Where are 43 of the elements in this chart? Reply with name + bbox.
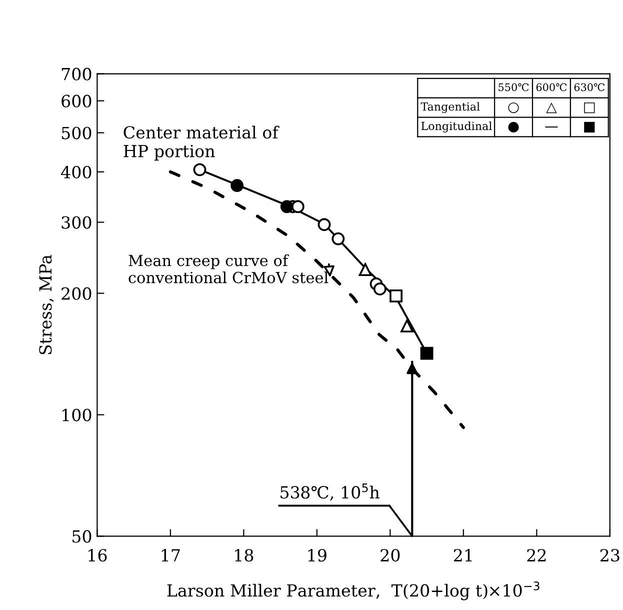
y-axis-title: Stress, MPa [39,254,54,354]
y-tick-label: 700 [62,68,92,80]
x-tick-label: 18 [235,548,254,562]
x-tick-label: 20 [380,548,400,562]
point [358,263,372,276]
x-tick-label: 16 [88,548,107,562]
point [193,163,206,176]
y-tick-label: 50 [72,530,92,543]
annotation: Mean creep curve of conventional CrMoV steel [128,254,328,284]
annotation: □ [584,102,595,114]
annotation: 630℃ [574,83,605,92]
y-tick-label: 300 [62,216,92,229]
point [373,282,386,296]
annotation: △ [546,102,557,114]
point [291,200,304,214]
y-tick-label: 500 [62,126,92,140]
annotation: 550℃ [498,83,529,92]
annotation: Center material of HP portion [124,126,280,161]
x-tick-label: 23 [600,548,620,562]
y-tick-label: 100 [62,408,92,422]
annotation: ● [508,122,519,133]
point [400,319,414,332]
point [318,218,331,232]
x-tick-label: 22 [527,548,546,562]
annotation: Longitudinal [421,122,492,132]
point [332,232,345,246]
y-tick-label: 400 [61,166,92,178]
annotation: — [545,126,558,128]
x-tick-label: 21 [454,548,472,562]
y-tick-label: 600 [62,94,92,108]
annotation: 600℃ [536,83,567,92]
point [420,346,434,360]
y-tick-label: 200 [62,287,92,300]
annotation: ■ [584,122,595,133]
point [230,179,244,192]
annotation: ○ [508,102,519,114]
annotation: Tangential [420,102,480,114]
x-tick-label: 19 [308,548,326,562]
point [280,200,294,214]
x-axis-title: Larson Miller Parameter, T(20+log t)×10$^{−3}$ [167,581,540,600]
point [390,289,402,302]
ref-line-label: 538℃, 10$^{5}$h [280,484,380,501]
x-tick-label: 17 [162,548,180,562]
